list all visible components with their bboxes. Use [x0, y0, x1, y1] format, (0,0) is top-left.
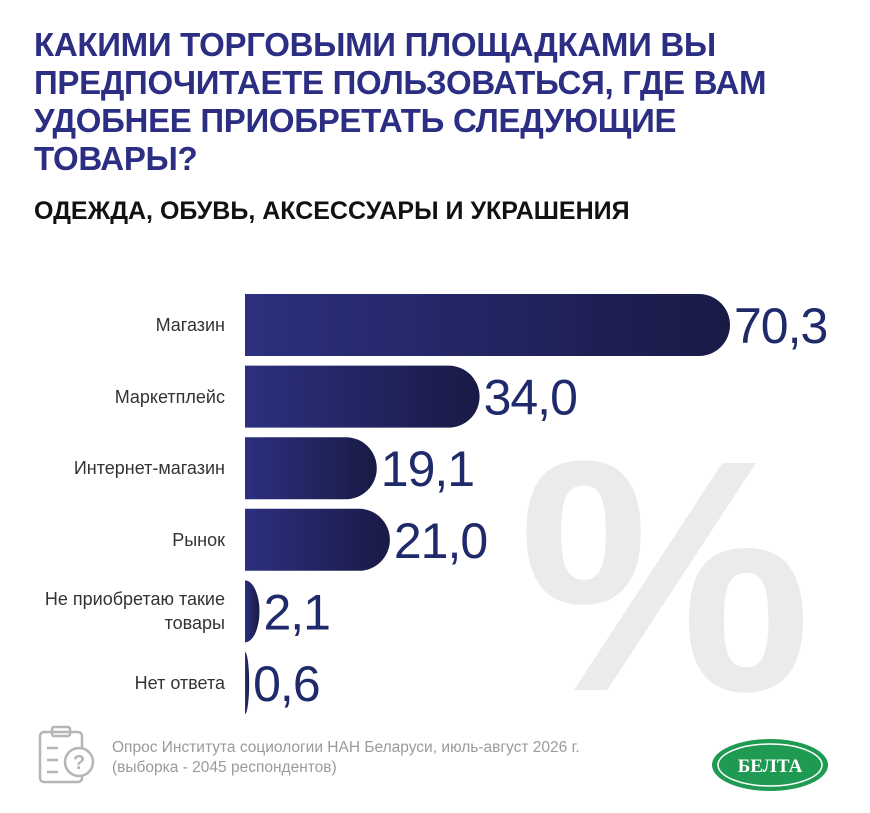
value-label: 19,1 — [381, 441, 474, 497]
category-label: Не приобретаю такие товары — [44, 589, 225, 634]
category-label: Нет ответа — [134, 673, 225, 693]
bar — [245, 580, 260, 643]
bar — [245, 508, 390, 571]
value-label: 34,0 — [484, 370, 577, 426]
note-icon-mark: ? — [73, 752, 85, 774]
value-label: 2,1 — [263, 584, 330, 640]
logo-text: БЕЛТА — [738, 756, 803, 777]
chart-subtitle: ОДЕЖДА, ОБУВЬ, АКСЕССУАРЫ И УКРАШЕНИЯ — [34, 197, 630, 225]
note: Опрос Института социологии НАН Беларуси,… — [112, 738, 580, 778]
category-label: Маркетплейс — [114, 386, 225, 407]
value-label: 21,0 — [394, 513, 487, 569]
category-label: Магазин — [155, 315, 225, 335]
bar — [245, 294, 730, 356]
chart-title: КАКИМИ ТОРГОВЫМИ ПЛОЩАДКАМИ ВЫ ПРЕДПОЧИТ… — [34, 26, 767, 177]
logo-shape — [712, 739, 828, 791]
category-label: Интернет-магазин — [73, 458, 225, 479]
note-line: (выборка - 2045 респондентов) — [112, 759, 337, 776]
bar — [245, 652, 250, 714]
category-label: Рынок — [172, 529, 225, 550]
value-label: 0,6 — [253, 656, 320, 712]
note-line: Опрос Института социологии НАН Беларуси,… — [112, 739, 580, 756]
note-icon — [38, 725, 95, 784]
logo-ring — [717, 743, 823, 787]
watermark: % — [518, 391, 811, 760]
bar — [245, 365, 480, 428]
value-label: 70,3 — [734, 298, 827, 354]
bar — [245, 437, 377, 500]
